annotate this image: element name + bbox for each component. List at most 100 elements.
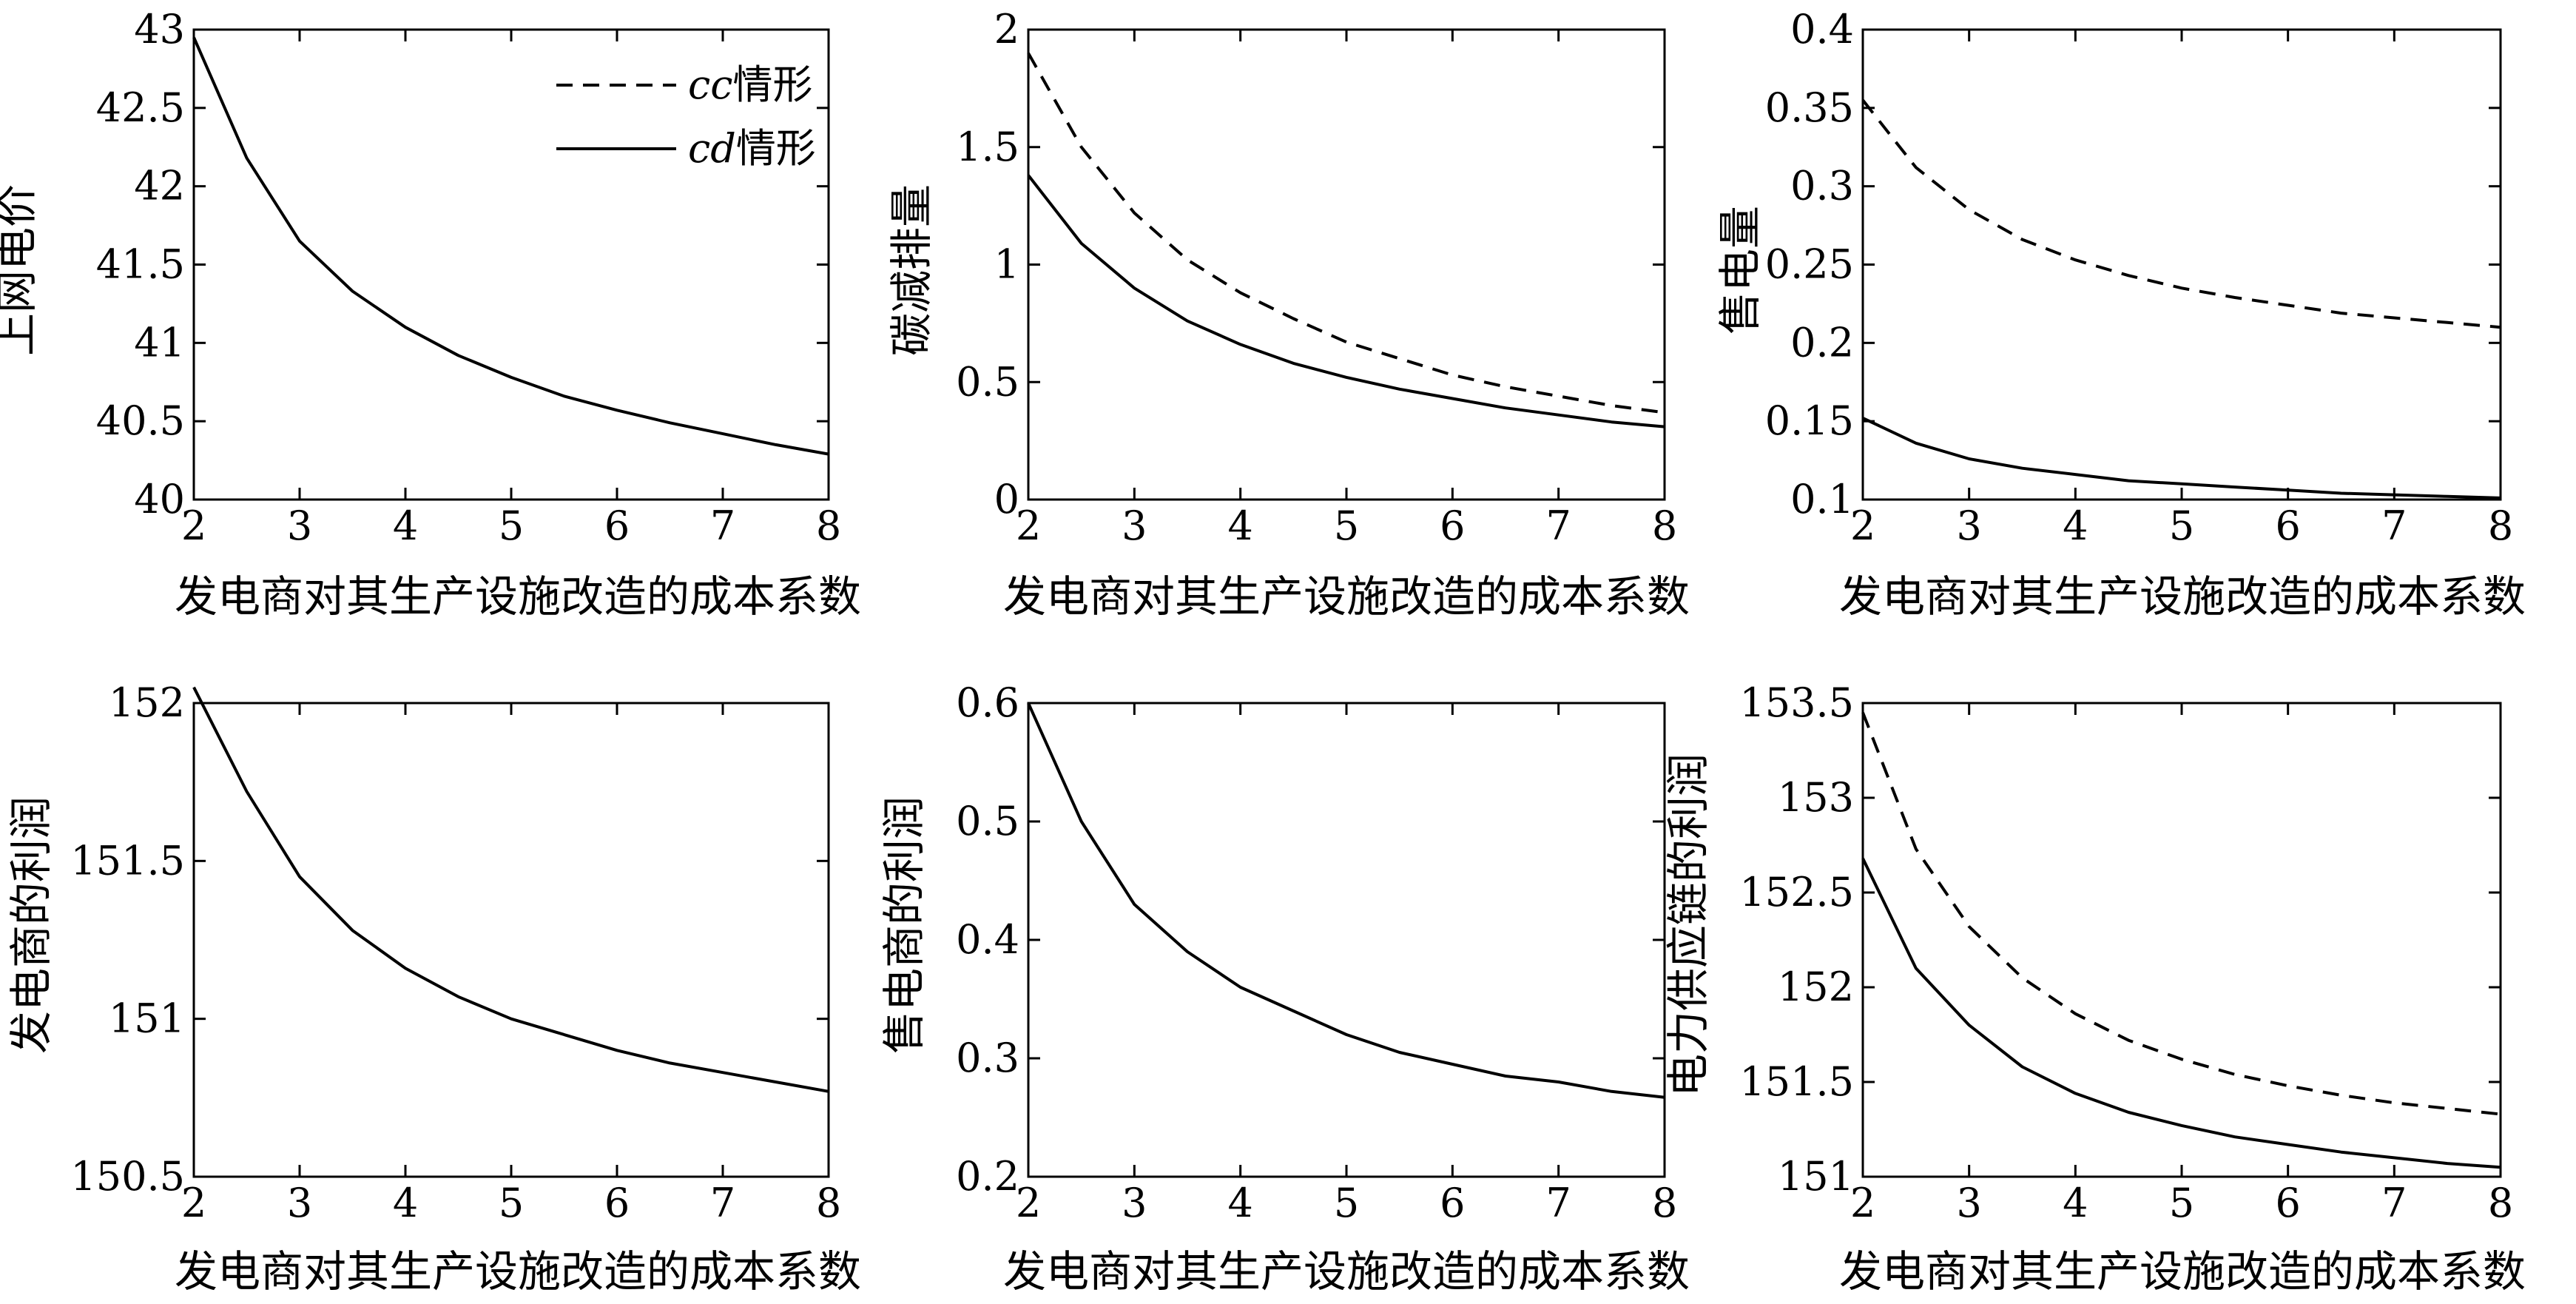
y-tick-label: 43 <box>134 6 185 53</box>
y-tick-label: 151.5 <box>1739 1058 1854 1105</box>
y-tick-label: 0.6 <box>956 679 1019 726</box>
x-tick-label: 8 <box>816 1180 841 1226</box>
x-tick-label: 7 <box>710 503 735 549</box>
subplot-3: 售电量 发电商对其生产设施改造的成本系数 2 3 4 5 6 7 8 0.1 0.15 0.2 0.… <box>1715 6 2526 622</box>
series-line-cc <box>1027 52 1665 414</box>
y-tick-label: 0.15 <box>1765 397 1854 444</box>
y-tick-label: 151.5 <box>70 837 185 884</box>
y-tick-label: 152 <box>109 679 185 726</box>
x-tick-label: 3 <box>287 1180 312 1226</box>
y-tick-label: 41 <box>134 319 185 366</box>
y-tick-label: 0.5 <box>956 358 1019 405</box>
series-line-cd <box>192 686 829 1093</box>
y-tick-label: 151 <box>109 995 185 1042</box>
y-tick-label: 1 <box>994 241 1019 288</box>
x-tick-label: 5 <box>499 503 524 549</box>
y-tick-label: 152 <box>1778 964 1854 1010</box>
legend-label-cc: cc情形 <box>688 61 813 108</box>
plot-frame-4 <box>192 702 830 1178</box>
xlabel-subplot-3: 发电商对其生产设施改造的成本系数 <box>1839 571 2526 622</box>
legend-label-suffix: 情形 <box>736 125 816 172</box>
y-tick-label: 0.2 <box>956 1153 1019 1200</box>
x-tick-label: 6 <box>2275 503 2300 549</box>
series-line-cd <box>192 36 829 456</box>
x-tick-label: 7 <box>710 1180 735 1226</box>
x-tick-label: 6 <box>2275 1180 2300 1226</box>
y-tick-label: 2 <box>994 6 1019 53</box>
y-tick-label: 0 <box>994 476 1019 522</box>
legend-label-suffix: 情形 <box>733 61 813 108</box>
y-tick-label: 0.4 <box>956 916 1019 963</box>
y-tick-label: 0.1 <box>1790 476 1854 522</box>
x-tick-label: 4 <box>1227 1180 1252 1226</box>
x-tick-label: 4 <box>2063 503 2088 549</box>
legend-label-italic: cc <box>688 61 733 108</box>
x-tick-label: 2 <box>1016 503 1041 549</box>
x-tick-label: 5 <box>499 1180 524 1226</box>
x-tick-label: 2 <box>1016 1180 1041 1226</box>
plot-frame-6 <box>1861 702 2502 1178</box>
series-line-cc <box>1861 712 2501 1116</box>
x-tick-label: 5 <box>2169 1180 2194 1226</box>
subplot-4: 发电商的利润 发电商对其生产设施改造的成本系数 2 3 4 5 6 7 8 150.5 151 1… <box>6 679 861 1297</box>
x-tick-label: 8 <box>2488 1180 2513 1226</box>
series-line-cd <box>1027 174 1665 428</box>
x-tick-label: 7 <box>1545 1180 1571 1226</box>
subplot-5: 售电商的利润 发电商对其生产设施改造的成本系数 2 3 4 5 6 7 8 0.2 0.3 0.4… <box>879 679 1690 1297</box>
y-tick-label: 0.25 <box>1765 241 1854 288</box>
x-tick-label: 4 <box>2063 1180 2088 1226</box>
x-tick-label: 7 <box>2381 503 2407 549</box>
xlabel-subplot-6: 发电商对其生产设施改造的成本系数 <box>1839 1246 2526 1297</box>
x-tick-label: 5 <box>1334 1180 1359 1226</box>
ylabel-subplot-1: 上网电价 <box>0 184 41 356</box>
y-tick-label: 1.5 <box>956 124 1019 170</box>
y-tick-label: 152.5 <box>1739 869 1854 915</box>
y-tick-label: 151 <box>1778 1153 1854 1200</box>
xlabel-subplot-2: 发电商对其生产设施改造的成本系数 <box>1003 571 1690 622</box>
plot-frame-3 <box>1861 28 2502 501</box>
y-tick-label: 0.4 <box>1790 6 1854 53</box>
subplot-1: 上网电价 发电商对其生产设施改造的成本系数 2 3 4 5 6 7 8 40 40.5 41 41.… <box>0 6 861 622</box>
x-tick-label: 2 <box>1850 1180 1875 1226</box>
x-tick-label: 7 <box>1545 503 1571 549</box>
ylabel-subplot-5: 售电商的利润 <box>879 796 929 1054</box>
x-tick-label: 8 <box>816 503 841 549</box>
y-tick-label: 0.3 <box>956 1035 1019 1081</box>
y-tick-label: 0.5 <box>956 798 1019 844</box>
x-tick-label: 3 <box>287 503 312 549</box>
plot-frame-2 <box>1027 28 1666 501</box>
xlabel-subplot-1: 发电商对其生产设施改造的成本系数 <box>175 571 861 622</box>
y-tick-label: 41.5 <box>96 241 185 288</box>
x-tick-label: 6 <box>604 503 630 549</box>
legend-label-italic: cd <box>688 125 736 172</box>
plot-frame-5 <box>1027 702 1666 1178</box>
y-tick-label: 0.35 <box>1765 84 1854 131</box>
x-tick-label: 6 <box>1440 1180 1465 1226</box>
x-tick-label: 3 <box>1122 1180 1147 1226</box>
y-tick-label: 150.5 <box>70 1153 185 1200</box>
x-tick-label: 4 <box>1227 503 1252 549</box>
x-tick-label: 2 <box>181 503 206 549</box>
xlabel-subplot-5: 发电商对其生产设施改造的成本系数 <box>1003 1246 1690 1297</box>
x-tick-label: 8 <box>2488 503 2513 549</box>
y-tick-label: 0.2 <box>1790 319 1854 366</box>
y-tick-label: 42.5 <box>96 84 185 131</box>
xlabel-subplot-4: 发电商对其生产设施改造的成本系数 <box>175 1246 861 1297</box>
legend-label-cd: cd情形 <box>688 125 816 172</box>
x-tick-label: 8 <box>1652 1180 1677 1226</box>
y-tick-label: 153 <box>1778 774 1854 821</box>
series-line-cd <box>1861 858 2501 1169</box>
x-tick-label: 5 <box>1334 503 1359 549</box>
subplot-2: 碳减排量 发电商对其生产设施改造的成本系数 2 3 4 5 6 7 8 0 0.5 1 1.5 2 <box>886 6 1690 622</box>
series-line-cd <box>1027 702 1665 1099</box>
series-line-cd <box>1862 417 2501 500</box>
y-tick-label: 42 <box>134 163 185 209</box>
x-tick-label: 3 <box>1956 1180 1981 1226</box>
x-tick-label: 4 <box>393 503 418 549</box>
x-tick-label: 3 <box>1122 503 1147 549</box>
ylabel-subplot-4: 发电商的利润 <box>6 796 56 1054</box>
y-tick-label: 40 <box>134 476 185 522</box>
ylabel-subplot-2: 碳减排量 <box>886 184 937 356</box>
y-tick-label: 153.5 <box>1739 679 1854 726</box>
